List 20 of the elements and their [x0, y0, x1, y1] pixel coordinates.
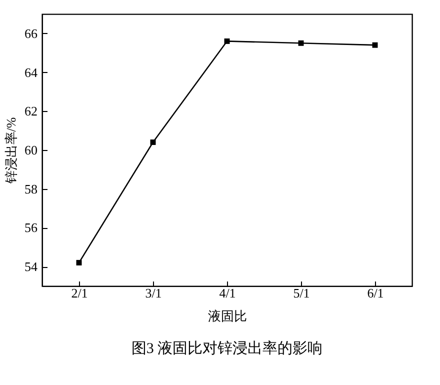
y-tick-label: 60 [24, 142, 38, 158]
x-tick-label: 6/1 [367, 286, 384, 300]
y-axis-title: 锌浸出率/% [4, 117, 18, 185]
point [372, 42, 378, 48]
point [76, 260, 82, 266]
y-tick-label: 54 [24, 259, 38, 274]
x-tick-label: 5/1 [293, 286, 310, 300]
point [224, 38, 230, 44]
y-tick-label: 62 [24, 104, 38, 119]
x-tick-label: 4/1 [219, 286, 236, 300]
y-tick-label: 66 [24, 26, 38, 41]
point [150, 139, 156, 145]
text: 图3 液固比对锌浸出率的影响 [131, 340, 323, 357]
x-tick-label: 3/1 [145, 286, 162, 300]
x-tick-label: 2/1 [71, 286, 88, 300]
x-axis-title: 液固比 [208, 308, 247, 324]
y-tick-label: 56 [24, 220, 38, 236]
y-tick-label: 58 [24, 181, 38, 196]
point [298, 40, 304, 46]
y-tick-label: 64 [24, 64, 38, 80]
